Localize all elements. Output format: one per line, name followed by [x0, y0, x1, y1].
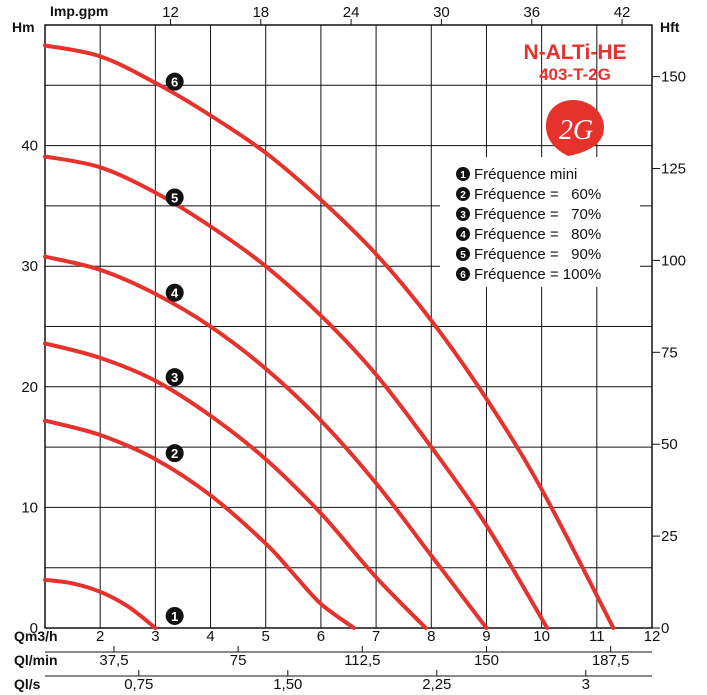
tick-label-hm: 20 [21, 379, 38, 396]
series-line-3 [43, 341, 428, 630]
legend: 1 Fréquence mini 2 Fréquence = 60% 3 Fréquenc… [440, 157, 640, 287]
curve-marker-label: 6 [171, 75, 178, 90]
bottom-axis-title-qm3h: Qm3/h [14, 628, 58, 644]
brand-logo-icon: 2G [545, 100, 604, 156]
legend-marker-number: 6 [460, 270, 466, 281]
series-group [43, 43, 616, 630]
series-line-5 [43, 154, 550, 630]
right-axis-title: Hft [660, 19, 680, 35]
legend-marker [456, 267, 470, 281]
bottom-axis-title-qlmin: Ql/min [14, 652, 58, 668]
legend-marker-number: 5 [460, 250, 466, 261]
left-axis-title: Hm [12, 19, 35, 35]
legend-marker-number: 4 [460, 230, 466, 241]
tick-label-qlmin: 37,5 [99, 652, 128, 669]
curve-marker-6 [165, 72, 184, 91]
tick-label-hft: 125 [661, 161, 686, 178]
legend-marker [456, 167, 470, 181]
legend-item-label: Fréquence mini [474, 166, 577, 183]
series-line-6 [43, 43, 616, 630]
tick-label-gpm: 42 [614, 4, 631, 21]
plot-border [44, 24, 653, 629]
legend-item-label: Fréquence = 80% [474, 226, 601, 243]
tick-label-hm: 10 [21, 499, 38, 516]
tick-label-qls: 2,25 [422, 676, 451, 693]
tick-label-gpm: 36 [523, 4, 540, 21]
tick-label-hft: 25 [661, 528, 678, 545]
tick-label-hft: 50 [661, 436, 678, 453]
tick-label-qlmin: 150 [474, 652, 499, 669]
tick-label-qls: 0,75 [124, 676, 153, 693]
tick-label-hm: 40 [21, 138, 38, 155]
legend-item-label: Fréquence = 60% [474, 186, 601, 203]
legend-marker [456, 247, 470, 261]
curve-marker-label: 4 [171, 286, 179, 301]
tick-label-qm3h: 8 [427, 628, 435, 645]
curve-marker-label: 2 [171, 446, 178, 461]
legend-item-label: Fréquence = 100% [474, 266, 601, 283]
tick-label-qlmin: 75 [230, 652, 247, 669]
tick-label-hft: 150 [661, 69, 686, 86]
tick-label-qm3h: 6 [317, 628, 325, 645]
logo-text: 2G [559, 115, 593, 146]
model-name: N-ALTi-HE [523, 41, 626, 64]
tick-label-qm3h: 4 [206, 628, 214, 645]
tick-label-qm3h: 10 [533, 628, 550, 645]
legend-marker-number: 1 [460, 170, 466, 181]
tick-label-gpm: 24 [343, 4, 360, 21]
curve-marker-1 [165, 606, 184, 625]
legend-marker [456, 187, 470, 201]
series-line-4 [43, 254, 489, 630]
top-axis-title: Imp.gpm [50, 3, 108, 19]
tick-label-qm3h: 7 [372, 628, 380, 645]
curve-marker-5 [165, 188, 184, 207]
curve-marker-label: 5 [171, 190, 178, 205]
tick-label-qm3h: 9 [482, 628, 490, 645]
curve-marker-2 [165, 444, 184, 463]
tick-label-gpm: 18 [252, 4, 269, 21]
tick-label-hft: 75 [661, 344, 678, 361]
model-code: 403-T-2G [539, 65, 611, 84]
tick-label-qm3h: 11 [589, 628, 605, 645]
tick-label-qlmin: 187,5 [592, 652, 630, 669]
tick-label-qm3h: 12 [644, 628, 661, 645]
legend-item-label: Fréquence = 90% [474, 246, 601, 263]
tick-label-gpm: 30 [433, 4, 450, 21]
tick-label-hft: 100 [661, 252, 686, 269]
series-line-2 [43, 418, 356, 630]
curve-markers: 1 2 3 4 5 6 [165, 72, 184, 625]
tick-label-qls: 3 [582, 676, 590, 693]
curve-marker-4 [165, 283, 184, 302]
curve-marker-label: 1 [171, 609, 178, 624]
tick-label-hm: 0 [30, 620, 38, 637]
tick-label-qm3h: 2 [96, 628, 104, 645]
tick-label-qlmin: 112,5 [344, 652, 380, 669]
bottom-axis-title-qls: Ql/s [14, 676, 41, 692]
tick-label-hft: 0 [661, 620, 669, 637]
series-line-1 [43, 577, 158, 630]
legend-marker [456, 207, 470, 221]
tick-label-qm3h: 5 [262, 628, 270, 645]
tick-label-gpm: 12 [162, 4, 179, 21]
tick-label-qls: 1,50 [273, 676, 302, 693]
tick-label-hm: 30 [21, 258, 38, 275]
legend-item-label: Fréquence = 70% [474, 206, 601, 223]
plot-frame [44, 24, 653, 677]
tick-label-qm3h: 3 [151, 628, 159, 645]
legend-background [440, 157, 640, 287]
legend-marker-number: 3 [460, 210, 466, 221]
curve-marker-3 [165, 368, 184, 387]
legend-marker [456, 227, 470, 241]
curve-marker-label: 3 [171, 370, 178, 385]
legend-marker-number: 2 [460, 190, 466, 201]
